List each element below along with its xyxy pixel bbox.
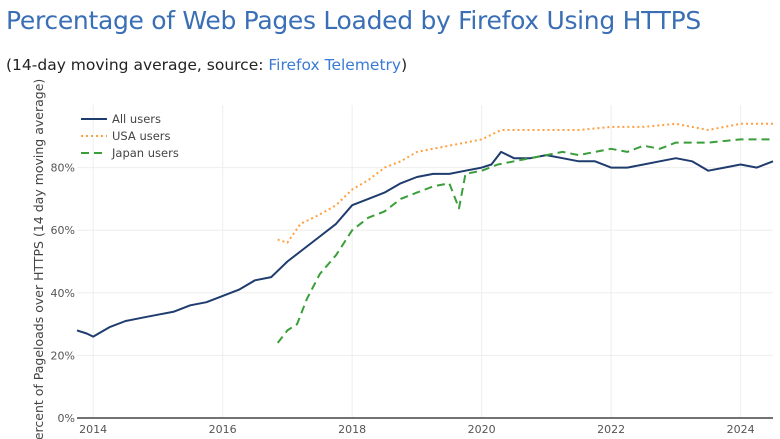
legend-label: All users [112, 112, 161, 126]
y-tick-label: 60% [51, 224, 75, 237]
series-lines [76, 122, 774, 344]
x-tick-label: 2014 [79, 423, 107, 436]
x-tick-label: 2024 [727, 423, 755, 436]
y-tick-label: 40% [51, 287, 75, 300]
page-title: Percentage of Web Pages Loaded by Firefo… [6, 6, 701, 35]
series-line-usa-users [277, 122, 773, 244]
x-tick-label: 2020 [468, 423, 496, 436]
x-tick-label: 2016 [209, 423, 237, 436]
firefox-telemetry-link[interactable]: Firefox Telemetry [268, 56, 402, 74]
x-tick-label: 2018 [338, 423, 366, 436]
subtitle-suffix: ) [401, 56, 408, 74]
y-tick-label: 80% [51, 162, 75, 175]
legend-label: USA users [112, 129, 171, 143]
subtitle-prefix: (14-day moving average, source: [6, 56, 269, 74]
ticks: 0% 20% 40% 60% 80% 2014 2016 2018 2020 2022 2024 [51, 162, 755, 436]
subtitle: (14-day moving average, source: Firefox … [6, 56, 407, 74]
legend-label: Japan users [111, 146, 179, 160]
x-tick-label: 2022 [597, 423, 625, 436]
y-tick-label: 20% [51, 349, 75, 362]
grid [77, 105, 773, 419]
series-line-all-users [76, 150, 774, 338]
legend: All users USA users Japan users [81, 112, 179, 160]
y-axis-label: Percent of Pageloads over HTTPS (14 day … [31, 79, 46, 439]
y-tick-label: 0% [58, 412, 75, 425]
